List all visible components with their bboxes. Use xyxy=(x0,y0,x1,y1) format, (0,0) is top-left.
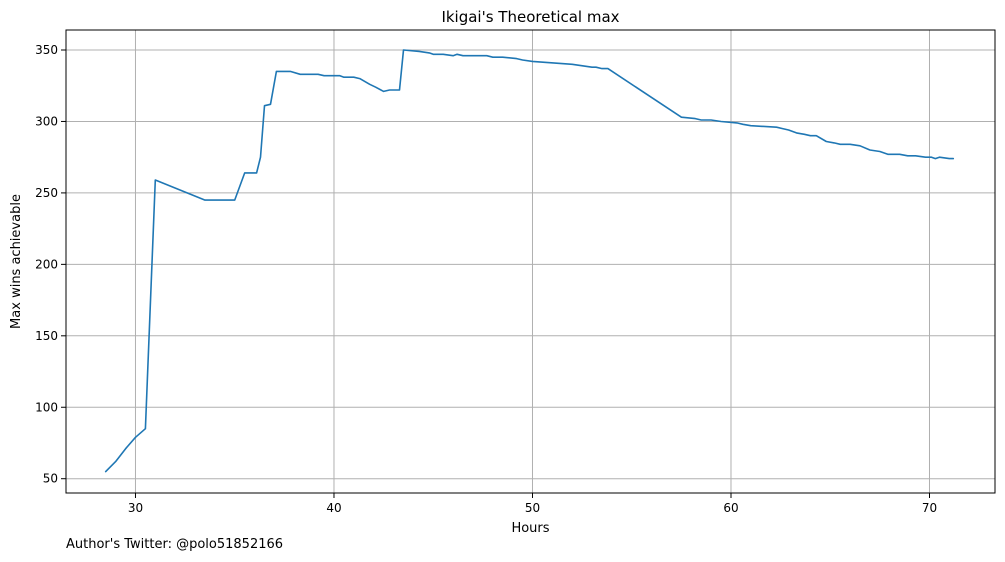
y-tick-label: 50 xyxy=(43,472,58,486)
author-footnote: Author's Twitter: @polo51852166 xyxy=(66,537,284,552)
x-tick-label: 70 xyxy=(922,501,937,515)
plot-frame xyxy=(65,29,996,494)
y-tick-label: 250 xyxy=(35,186,58,200)
x-tick-label: 30 xyxy=(128,501,143,515)
chart-title: Ikigai's Theoretical max xyxy=(441,8,619,26)
x-tick-label: 50 xyxy=(525,501,540,515)
grid-lines xyxy=(66,30,995,493)
y-tick-label: 350 xyxy=(35,43,58,57)
y-tick-label: 150 xyxy=(35,329,58,343)
x-tick-label: 60 xyxy=(723,501,738,515)
y-tick-label: 300 xyxy=(35,114,58,128)
y-tick-label: 100 xyxy=(35,400,58,414)
y-axis-label: Max wins achievable xyxy=(9,194,24,329)
y-tick-label: 200 xyxy=(35,257,58,271)
x-axis-label: Hours xyxy=(511,521,549,536)
series-line xyxy=(104,49,955,473)
axis-ticks: 30 40 50 60 70 50 100 150 200 250 300 350 xyxy=(35,43,937,515)
x-tick-label: 40 xyxy=(326,501,341,515)
